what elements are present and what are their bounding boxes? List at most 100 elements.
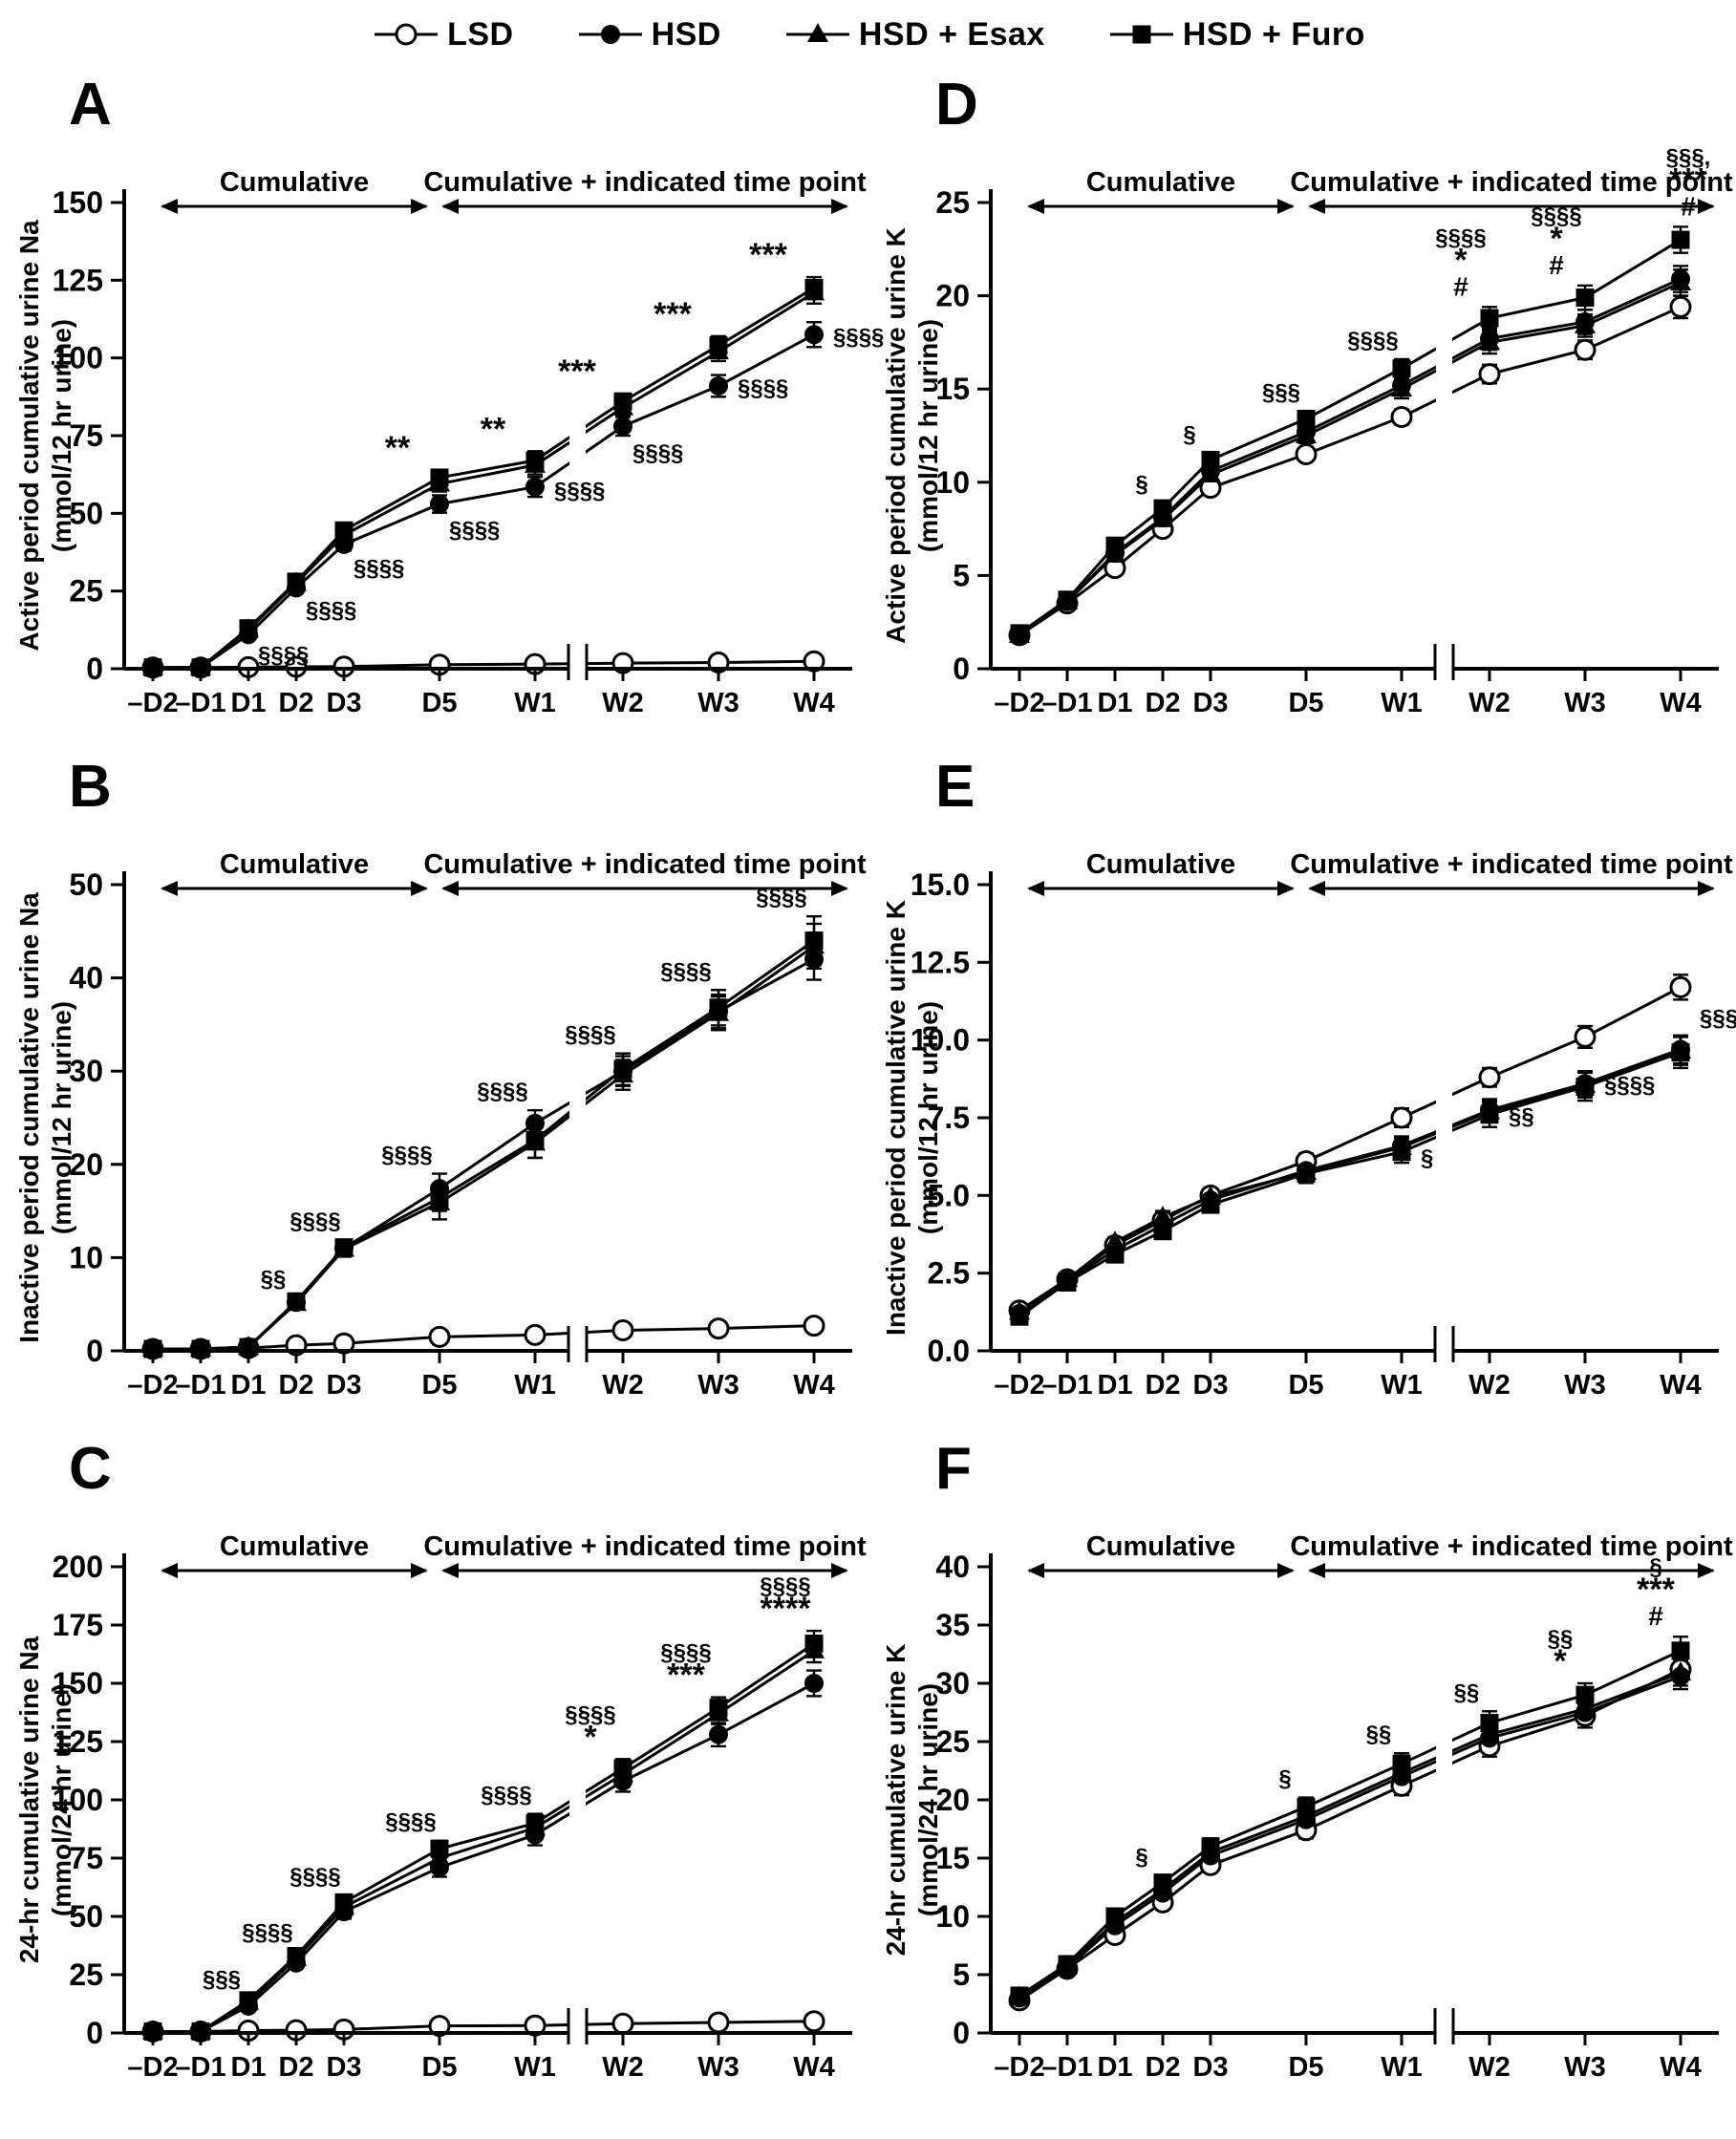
significance-annotation: §§§§ — [477, 1079, 527, 1104]
region-label-cumulative-indicated: Cumulative + indicated time point — [1290, 849, 1733, 880]
x-tick-label: D2 — [1145, 2052, 1180, 2083]
marker-filled-square — [1575, 1077, 1595, 1096]
y-tick-label: 10 — [935, 465, 970, 500]
series-hsd-furo — [145, 275, 822, 670]
arrowhead — [1308, 1563, 1325, 1578]
significance-annotation: §§§§ — [1700, 1006, 1736, 1032]
x-tick-label: W3 — [697, 2052, 739, 2083]
y-tick-label: 50 — [69, 867, 103, 902]
marker-open-circle — [1574, 1025, 1597, 1048]
arrowhead — [161, 1563, 178, 1578]
x-tick-label: D5 — [421, 1370, 457, 1401]
marker-filled-square — [1297, 1797, 1316, 1816]
significance-annotation: § — [1649, 1554, 1661, 1580]
x-tick-label: –D1 — [175, 2052, 225, 2083]
series-hsd-furo — [145, 914, 822, 1352]
marker-filled-square — [1671, 1641, 1690, 1660]
y-tick-label: 12.5 — [911, 945, 970, 979]
x-tick-label: D5 — [421, 688, 457, 718]
x-tick-label: W2 — [1468, 688, 1511, 718]
y-axis-label: Inactive period cumulative urine Na — [14, 892, 44, 1343]
significance-annotation: §§§§ — [660, 1640, 711, 1666]
marker-filled-square — [1575, 1685, 1595, 1704]
significance-annotation: *** — [1669, 161, 1707, 198]
marker-filled-square — [1058, 1955, 1077, 1974]
y-tick-label: 25 — [69, 1957, 103, 1992]
marker-filled-triangle — [1152, 507, 1173, 527]
y-tick-label: 2.5 — [928, 1256, 970, 1291]
marker-open-circle — [803, 2010, 825, 2033]
marker-open-circle — [1669, 975, 1692, 998]
significance-annotation: §§§§ — [1435, 225, 1486, 250]
marker-filled-square — [287, 1946, 306, 1965]
y-axis-label-units: (mmol/24 hr urine) — [47, 1683, 76, 1916]
series-line — [1018, 1051, 1682, 1318]
significance-annotation: §§ — [1509, 1104, 1534, 1130]
series-line — [1018, 1675, 1682, 2000]
series-layer — [141, 914, 825, 1360]
y-tick-label: 150 — [53, 1666, 103, 1701]
significance-annotation: §§§§ — [1604, 1072, 1655, 1098]
marker-filled-triangle — [1670, 270, 1691, 290]
significance-annotation: * — [1454, 242, 1468, 278]
x-tick-label: –D2 — [127, 1370, 178, 1401]
y-tick-label: 5.0 — [928, 1178, 970, 1212]
significance-annotation: *** — [654, 296, 692, 332]
x-tick-label: D5 — [1288, 688, 1323, 718]
marker-filled-circle — [709, 1724, 728, 1744]
x-tick-label: D2 — [1145, 1370, 1180, 1401]
arrowhead — [441, 1563, 459, 1578]
significance-annotation: §§ — [1454, 1679, 1480, 1705]
legend-marker-filled-triangle — [785, 23, 849, 42]
significance-annotation: §§§§ — [833, 324, 884, 350]
significance-annotation: §§§§ — [381, 1143, 432, 1168]
x-tick-label: D3 — [1192, 1370, 1228, 1401]
marker-filled-square — [334, 1893, 354, 1912]
y-tick-label: 7.5 — [928, 1101, 970, 1135]
axes: 0 5 10 15 20 25 30 35 40 –D2–D1 D1 D2 D3 D5 W1 W2 W3 W4 — [935, 1550, 1719, 2083]
x-tick-label: W2 — [1468, 2052, 1511, 2083]
marker-filled-triangle — [1479, 331, 1500, 351]
x-tick-label: W3 — [697, 1370, 739, 1401]
y-tick-label: 5 — [953, 1957, 970, 1992]
marker-filled-square — [804, 278, 824, 297]
arrowhead — [441, 881, 459, 896]
axis-break-gap — [569, 906, 586, 1380]
y-tick-label: 50 — [69, 1899, 103, 1934]
significance-annotations: §§§§§§§§§§§§§§§§§§§§§§§§§§ — [261, 885, 807, 1292]
marker-filled-square — [1392, 1143, 1411, 1162]
significance-annotation: §§§§ — [354, 555, 404, 581]
significance-annotation: § — [1135, 471, 1147, 497]
series-line — [1018, 1668, 1682, 2002]
marker-filled-square — [239, 619, 258, 638]
x-tick-label: W1 — [1381, 688, 1423, 718]
significance-annotation: ** — [385, 430, 411, 466]
arrowhead — [1698, 199, 1715, 214]
significance-annotation: § — [1183, 422, 1195, 448]
marker-filled-square — [1480, 1105, 1499, 1124]
panel-letter: B — [69, 754, 112, 820]
region-label-cumulative-indicated: Cumulative + indicated time point — [423, 167, 867, 198]
significance-annotation: § — [1278, 1766, 1291, 1792]
x-tick-label: W2 — [602, 688, 644, 718]
y-tick-label: 35 — [935, 1608, 970, 1642]
marker-open-circle — [1295, 443, 1318, 466]
x-tick-label: D2 — [278, 1370, 313, 1401]
arrowhead — [1027, 199, 1044, 214]
significance-annotation: # — [1453, 271, 1468, 301]
significance-annotation: §§§§ — [289, 1209, 340, 1234]
region-label-cumulative-indicated: Cumulative + indicated time point — [423, 1531, 867, 1562]
x-tick-label: W3 — [1564, 688, 1606, 718]
y-tick-label: 30 — [69, 1054, 103, 1088]
x-tick-label: –D2 — [994, 2052, 1044, 2083]
arrowhead — [411, 199, 428, 214]
series-layer — [141, 275, 825, 679]
significance-annotation: **** — [761, 1591, 812, 1627]
series-line — [1018, 1671, 1682, 2000]
axis-break-gap — [569, 224, 586, 697]
panel-letter: A — [69, 72, 112, 138]
legend-label: HSD — [651, 15, 721, 53]
significance-annotation: * — [1550, 221, 1563, 257]
y-tick-label: 0 — [86, 652, 103, 686]
region-label-cumulative-indicated: Cumulative + indicated time point — [1290, 167, 1733, 198]
